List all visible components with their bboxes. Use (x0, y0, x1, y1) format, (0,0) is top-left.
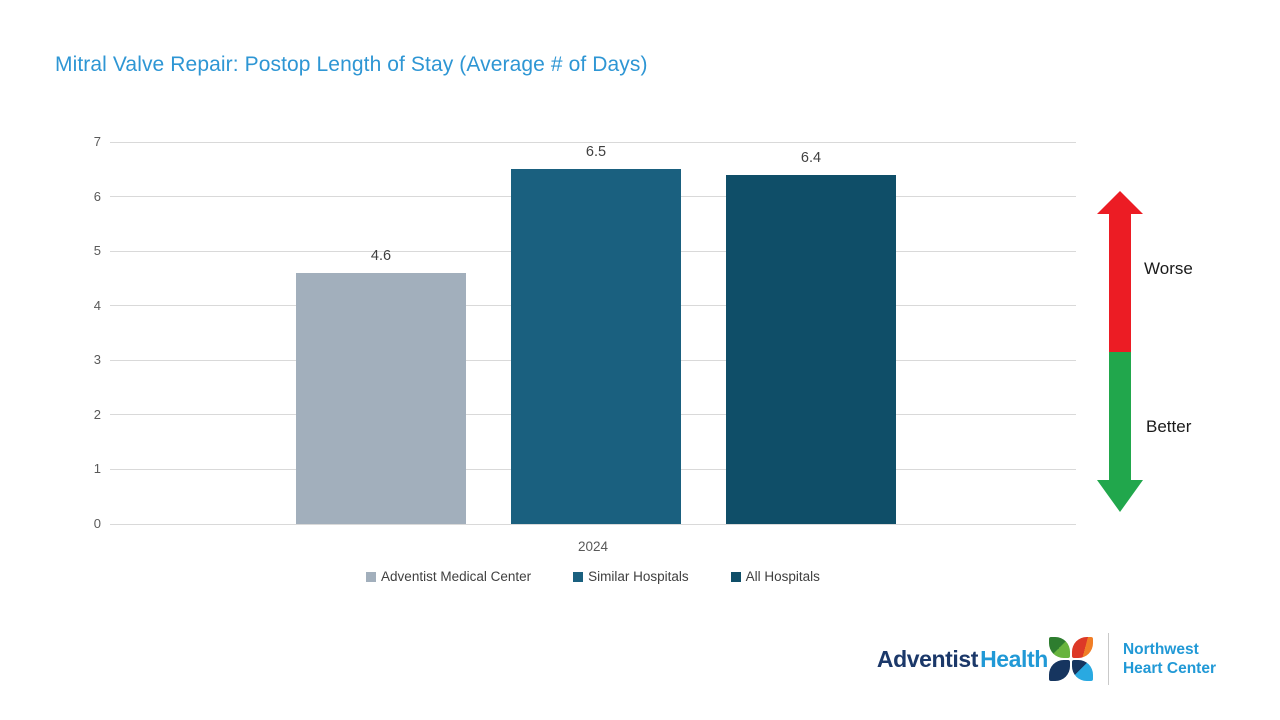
legend-item-adventist-medical-center: Adventist Medical Center (366, 569, 531, 584)
bar-value-label: 6.5 (585, 144, 607, 161)
worse-label: Worse (1144, 259, 1193, 278)
leaf-navy-icon (1048, 660, 1070, 681)
leaf-green-icon (1048, 637, 1070, 658)
y-tick-label: 7 (93, 134, 101, 149)
org-line1: Northwest (1122, 641, 1199, 658)
y-tick-label: 5 (93, 243, 101, 259)
legend-label: Similar Hospitals (588, 569, 689, 584)
y-tick-label: 6 (93, 188, 101, 204)
bar-all-hospitals (726, 174, 896, 524)
better-label: Better (1146, 417, 1192, 436)
bar-value-label: 6.4 (800, 149, 822, 166)
better-arrow-down-icon (1097, 352, 1143, 512)
brand-word-adventist: Adventist (876, 645, 979, 672)
x-axis-category-label: 2024 (577, 539, 609, 554)
footer-brand: Adventist Health Northwest Heart Center (877, 630, 1216, 688)
legend-marker (573, 571, 584, 582)
performance-direction-arrows (1097, 191, 1143, 512)
org-line2: Heart Center (1122, 660, 1216, 677)
bar-adventist-medical-center (296, 272, 466, 524)
leaf-red-icon (1071, 637, 1093, 658)
org-name: Northwest Heart Center (1123, 640, 1216, 678)
bar-similar-hospitals (511, 169, 681, 524)
y-tick-label: 4 (93, 297, 101, 313)
legend-label: All Hospitals (745, 569, 820, 584)
page-title: Mitral Valve Repair: Postop Length of St… (55, 53, 648, 76)
gridline (110, 523, 1076, 525)
legend-marker (366, 571, 377, 582)
brand-word-health: Health (980, 645, 1048, 672)
y-tick-label: 2 (93, 406, 101, 422)
legend-item-all-hospitals: All Hospitals (730, 569, 820, 584)
adventist-health-leaf-pinwheel-icon (1047, 635, 1095, 683)
bar-value-label: 4.6 (370, 247, 392, 264)
legend-marker (730, 571, 741, 582)
gridline (110, 141, 1076, 143)
y-tick-label: 3 (93, 352, 101, 368)
leaf-blue-icon (1071, 660, 1093, 681)
legend-item-similar-hospitals: Similar Hospitals (573, 569, 689, 584)
worse-arrow-up-icon (1097, 191, 1143, 352)
y-tick-label: 0 (93, 516, 101, 531)
legend: Adventist Medical Center Similar Hospital… (110, 569, 1076, 584)
y-tick-label: 1 (93, 461, 101, 477)
legend-label: Adventist Medical Center (381, 569, 532, 584)
footer-divider (1107, 633, 1109, 685)
